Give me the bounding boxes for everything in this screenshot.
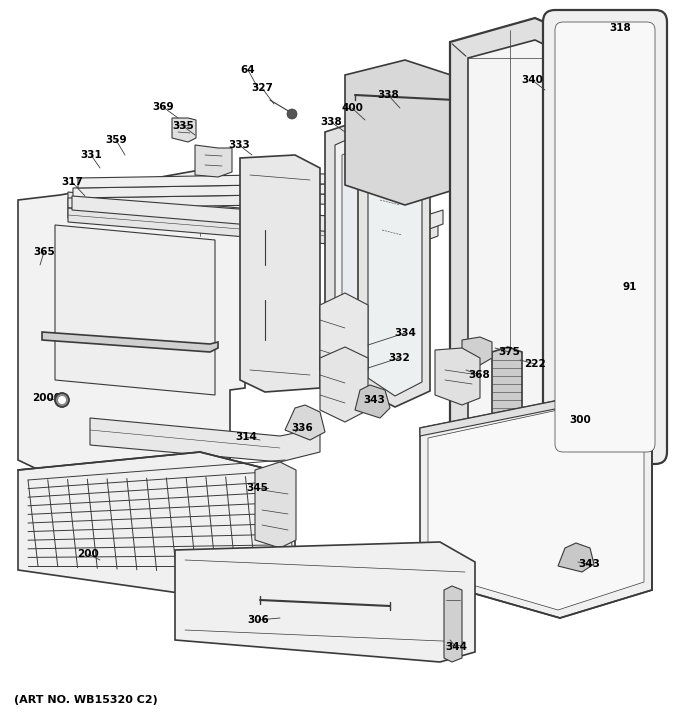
FancyBboxPatch shape [555, 22, 655, 452]
Polygon shape [18, 170, 245, 480]
Text: 340: 340 [521, 75, 543, 85]
Text: 327: 327 [251, 83, 273, 93]
Text: 300: 300 [569, 415, 591, 425]
Polygon shape [55, 225, 215, 395]
Polygon shape [320, 293, 368, 382]
Text: (ART NO. WB15320 C2): (ART NO. WB15320 C2) [14, 695, 158, 705]
Text: 369: 369 [152, 102, 174, 112]
Polygon shape [368, 124, 422, 396]
Polygon shape [444, 586, 462, 662]
Polygon shape [240, 155, 320, 392]
Polygon shape [358, 112, 430, 407]
Polygon shape [428, 410, 644, 610]
Polygon shape [462, 337, 492, 365]
Text: 344: 344 [445, 642, 467, 652]
Polygon shape [335, 133, 385, 396]
Text: 400: 400 [341, 103, 363, 113]
Polygon shape [18, 452, 295, 596]
Polygon shape [72, 196, 443, 238]
Text: 200: 200 [77, 549, 99, 559]
Text: 375: 375 [498, 347, 520, 357]
Text: 222: 222 [524, 359, 546, 369]
Text: 317: 317 [61, 177, 83, 187]
Text: 336: 336 [291, 423, 313, 433]
Text: 343: 343 [578, 559, 600, 569]
Polygon shape [355, 385, 390, 418]
Text: 64: 64 [241, 65, 255, 75]
Polygon shape [450, 18, 590, 472]
Polygon shape [342, 146, 378, 384]
Text: 314: 314 [235, 432, 257, 442]
Text: 334: 334 [394, 328, 416, 338]
Text: 338: 338 [320, 117, 342, 127]
Text: 368: 368 [468, 370, 490, 380]
Polygon shape [468, 40, 572, 458]
Polygon shape [68, 192, 430, 248]
Polygon shape [68, 208, 438, 250]
Circle shape [58, 396, 66, 404]
Text: 91: 91 [623, 282, 637, 292]
Polygon shape [285, 405, 325, 440]
Text: 338: 338 [377, 90, 399, 100]
Polygon shape [325, 120, 395, 408]
Text: 332: 332 [388, 353, 410, 363]
Polygon shape [492, 347, 522, 440]
Polygon shape [73, 173, 415, 198]
Text: 2000: 2000 [33, 393, 61, 403]
Text: 335: 335 [172, 121, 194, 131]
FancyBboxPatch shape [543, 10, 667, 464]
Text: 331: 331 [80, 150, 102, 160]
Text: 365: 365 [33, 247, 55, 257]
Circle shape [55, 393, 69, 407]
Polygon shape [420, 400, 652, 448]
Polygon shape [42, 332, 218, 352]
Polygon shape [390, 210, 430, 248]
Polygon shape [255, 462, 296, 548]
Polygon shape [90, 418, 320, 462]
Polygon shape [420, 400, 652, 618]
Text: 345: 345 [246, 483, 268, 493]
Text: 343: 343 [363, 395, 385, 405]
Polygon shape [345, 60, 460, 205]
Polygon shape [435, 348, 480, 405]
Polygon shape [558, 543, 594, 572]
Polygon shape [68, 183, 425, 208]
Polygon shape [195, 145, 232, 177]
Text: 306: 306 [247, 615, 269, 625]
Circle shape [287, 109, 297, 119]
Polygon shape [320, 347, 368, 422]
Polygon shape [78, 163, 405, 188]
Polygon shape [175, 542, 475, 662]
Text: 318: 318 [609, 23, 631, 33]
Text: 333: 333 [228, 140, 250, 150]
Polygon shape [172, 118, 196, 142]
Text: 359: 359 [105, 135, 126, 145]
